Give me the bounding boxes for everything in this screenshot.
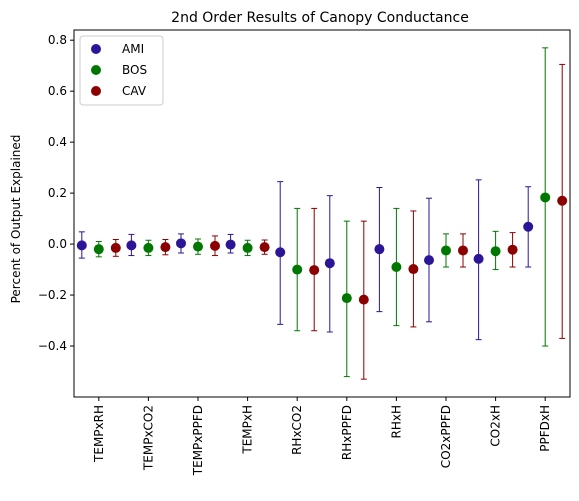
legend-marker-cav [91, 86, 101, 96]
y-tick-label: 0.8 [48, 33, 67, 47]
point-cav [309, 265, 320, 276]
x-tick-label: CO2xPPFD [439, 405, 453, 468]
y-tick-label: 0.6 [48, 84, 67, 98]
x-tick-label: PPFDxH [538, 405, 552, 452]
point-cav [358, 294, 369, 305]
legend: AMI BOS CAV [79, 35, 164, 106]
x-tick-label: CO2xH [489, 405, 503, 447]
point-bos [490, 246, 501, 257]
point-bos [242, 242, 253, 253]
legend-label-ami: AMI [122, 42, 144, 56]
x-tick-label: TEMPxCO2 [141, 405, 155, 471]
legend-label-cav: CAV [122, 84, 147, 98]
x-tick-label: TEMPxPPFD [191, 405, 205, 476]
legend-marker-bos [91, 65, 101, 75]
legend-label-bos: BOS [122, 63, 147, 77]
point-bos [441, 245, 451, 256]
point-ami [126, 240, 137, 251]
point-ami [374, 244, 385, 255]
x-tick-label: RHxCO2 [290, 405, 304, 455]
y-tick-label: 0.2 [48, 186, 67, 200]
point-ami [424, 255, 434, 266]
point-bos [292, 264, 303, 275]
point-ami [176, 238, 186, 249]
x-tick-label: TEMPxH [241, 405, 255, 455]
x-tick-label: TEMPxRH [92, 405, 106, 463]
point-ami [324, 258, 335, 269]
point-cav [210, 240, 220, 251]
point-bos [391, 262, 402, 273]
point-cav [507, 244, 518, 255]
x-tick-label: RHxPPFD [340, 405, 354, 460]
point-cav [557, 195, 568, 206]
chart-title: 2nd Order Results of Canopy Conductance [171, 10, 469, 26]
point-bos [93, 244, 104, 255]
point-cav [110, 242, 121, 253]
y-tick-label: 0.4 [48, 135, 67, 149]
point-bos [193, 241, 203, 252]
legend-marker-ami [91, 44, 101, 54]
point-cav [408, 264, 419, 275]
x-tick-label: RHxH [389, 405, 403, 439]
point-ami [473, 253, 484, 264]
point-ami [275, 247, 286, 258]
y-tick-label: −0.4 [38, 339, 67, 353]
y-axis-label: Percent of Output Explained [9, 135, 23, 304]
plot-area: −0.4 −0.2 0.0 0.2 0.4 0.6 0.8 TEMPxRH TEMPxCO2 TE… [38, 29, 571, 476]
legend-frame [79, 35, 164, 106]
point-bos [540, 192, 551, 203]
point-ami [225, 239, 236, 250]
point-ami [523, 221, 534, 232]
point-cav [259, 242, 270, 253]
plot-frame [73, 29, 571, 398]
point-ami [76, 240, 87, 251]
point-cav [458, 245, 468, 256]
y-tick-label: 0.0 [48, 237, 67, 251]
point-bos [143, 242, 154, 253]
point-cav [160, 242, 171, 253]
point-bos [341, 293, 352, 304]
y-tick-label: −0.2 [38, 288, 67, 302]
